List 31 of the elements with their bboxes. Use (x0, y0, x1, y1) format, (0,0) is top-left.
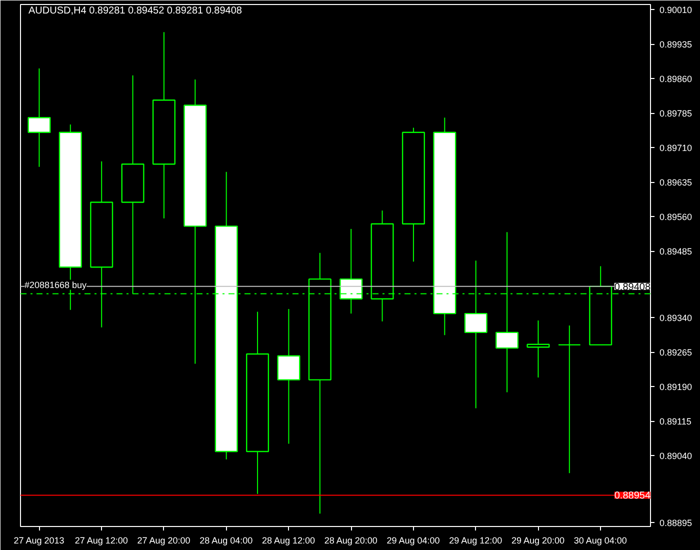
x-tick-label: 28 Aug 12:00 (262, 536, 316, 546)
x-tick-label: 27 Aug 12:00 (74, 536, 128, 546)
y-tick-label: 0.89265 (660, 348, 692, 358)
y-tick-label: 0.89040 (660, 451, 692, 462)
candlestick (277, 308, 300, 444)
y-tick-label: 0.89115 (660, 416, 692, 427)
y-tick-label: 0.89785 (660, 108, 692, 119)
y-tick-label: 0.89485 (660, 246, 692, 257)
x-tick-label: 29 Aug 04:00 (386, 536, 440, 546)
ref-line-label: 0.88954 (614, 490, 651, 502)
chart-title: AUDUSD,H4 0.89281 0.89452 0.89281 0.89408 (28, 6, 242, 16)
x-tick-label: 29 Aug 20:00 (511, 536, 565, 546)
candlestick (558, 325, 581, 474)
x-tick-label: 27 Aug 20:00 (137, 536, 190, 546)
y-tick-label: 0.89190 (660, 382, 692, 392)
y-tick-label: 0.89860 (660, 74, 692, 84)
x-tick-label: 30 Aug 04:00 (574, 536, 627, 546)
ref-line-label: 0.89408 (614, 282, 651, 293)
x-tick-label: 28 Aug 04:00 (200, 536, 253, 546)
candlestick (28, 68, 51, 168)
ref-line-label: #20881668 buy (24, 280, 88, 290)
x-tick-label: 28 Aug 20:00 (324, 536, 378, 546)
y-tick-label: 0.90010 (660, 5, 692, 16)
y-tick-label: 0.89340 (660, 313, 692, 324)
y-tick-label: 0.89560 (660, 212, 692, 222)
y-tick-label: 0.89710 (660, 143, 692, 154)
x-tick-label: 29 Aug 12:00 (449, 536, 502, 546)
y-tick-label: 0.88895 (660, 518, 692, 528)
y-tick-label: 0.89935 (660, 40, 692, 50)
y-tick-label: 0.89635 (660, 178, 692, 188)
x-tick-label: 27 Aug 2013 (14, 536, 64, 546)
